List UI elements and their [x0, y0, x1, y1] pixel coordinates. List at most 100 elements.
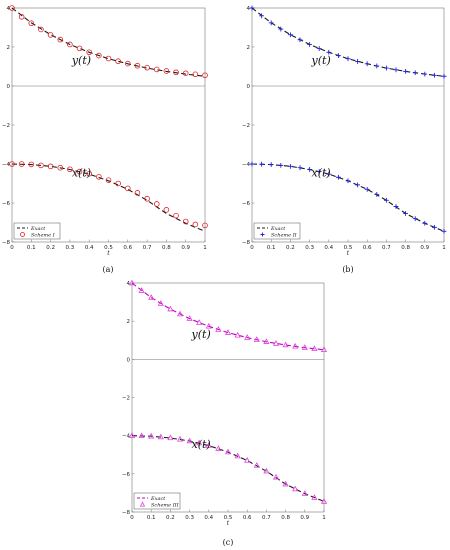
scheme-i-point — [202, 222, 208, 229]
scheme-iii-point — [196, 319, 203, 325]
x-tick-label: 0.3 — [66, 245, 75, 251]
scheme-iii-point — [263, 467, 270, 474]
scheme-iii-point — [224, 329, 232, 335]
scheme-i-point — [9, 5, 15, 11]
curve-label-y: y(t) — [71, 54, 91, 67]
x-tick-label: 0.4 — [85, 245, 94, 251]
x-tick-label: 0.3 — [305, 245, 314, 251]
scheme-iii-point — [301, 490, 308, 496]
scheme-ii-point — [432, 72, 437, 78]
curve-label-y: y(t) — [311, 54, 331, 67]
scheme-iii-point — [176, 310, 184, 317]
legend-exact-label: Exact — [30, 226, 46, 232]
scheme-ii-point — [249, 161, 255, 167]
y-tick-label: −2 — [242, 123, 250, 129]
scheme-ii-point — [316, 169, 322, 175]
scheme-iii-point — [167, 434, 174, 441]
scheme-ii-point — [268, 20, 274, 26]
scheme-iii-point — [205, 442, 212, 448]
scheme-iii-point — [263, 338, 270, 344]
scheme-i-point — [28, 161, 35, 168]
scheme-i-point — [28, 20, 35, 27]
scheme-i-point — [18, 161, 25, 167]
x-tick-label: 0.6 — [243, 515, 252, 521]
scheme-i-point — [18, 13, 25, 20]
scheme-iii-point — [272, 473, 280, 480]
scheme-ii-point — [403, 68, 408, 74]
scheme-iii-point — [320, 498, 328, 504]
scheme-iii-point — [224, 448, 232, 455]
scheme-i-point — [105, 55, 112, 62]
scheme-iii-point — [244, 457, 251, 463]
y-tick-label: −2 — [122, 396, 130, 402]
scheme-ii-point — [297, 37, 303, 43]
y-tick-label: 2 — [127, 319, 131, 325]
scheme-i-point — [163, 68, 170, 74]
scheme-i-point — [38, 162, 44, 169]
x-tick-label: 0.5 — [224, 515, 233, 521]
y-tick-label: 4 — [7, 6, 11, 12]
x-tick-label: 0.9 — [420, 245, 429, 251]
y-tick-label: −4 — [122, 434, 131, 440]
scheme-iii-point — [196, 439, 203, 446]
scheme-ii-point — [316, 46, 322, 51]
x-tick-label: 0.2 — [166, 515, 175, 521]
plot-frame — [251, 7, 445, 243]
legend-scheme-swatch — [139, 501, 146, 507]
scheme-iii-point — [311, 494, 318, 500]
y-tick-label: −6 — [122, 472, 131, 478]
scheme-ii-point — [412, 70, 418, 76]
x-tick-label: 0.7 — [262, 515, 271, 521]
scheme-i-point — [182, 70, 189, 77]
scheme-i-point — [86, 170, 92, 177]
panel-label: (b) — [342, 265, 353, 274]
scheme-i-point — [153, 201, 160, 207]
scheme-i-point — [173, 212, 179, 219]
scheme-i-point — [125, 60, 131, 67]
curve-label-x: x(t) — [312, 166, 331, 179]
x-axis-label: t — [107, 250, 110, 257]
scheme-ii-point — [278, 26, 284, 32]
scheme-ii-point — [268, 162, 274, 167]
y-tick-label: −8 — [2, 240, 11, 246]
scheme-ii-point — [307, 167, 312, 172]
scheme-ii-point — [384, 65, 389, 71]
scheme-ii-point — [374, 63, 380, 69]
x-tick-label: 1 — [442, 245, 446, 251]
y-tick-label: −8 — [242, 240, 251, 246]
scheme-ii-point — [259, 161, 264, 167]
scheme-i-point — [57, 164, 64, 171]
scheme-i-point — [134, 190, 141, 196]
scheme-ii-point — [297, 165, 303, 171]
scheme-ii-point — [326, 49, 332, 55]
scheme-i-point — [115, 180, 121, 187]
scheme-i-point — [125, 185, 131, 192]
chart-panel-a: 0 0.1 0.2 0.3 0.4 0.5 0.6 0.7 0.8 0.9 1 4 2 0 −2 −4 −6 −8… — [2, 5, 208, 274]
scheme-iii-point — [282, 480, 289, 487]
exact-curve-line — [251, 163, 445, 232]
legend-scheme-label: Scheme I — [31, 232, 56, 238]
x-tick-label: 1 — [322, 515, 326, 521]
scheme-ii-point — [336, 174, 341, 180]
scheme-iii-point — [301, 344, 308, 350]
scheme-iii-point — [157, 300, 164, 306]
scheme-i-point — [67, 166, 73, 173]
x-tick-label: 0.2 — [286, 245, 295, 251]
scheme-ii-point — [441, 228, 447, 234]
scheme-iii-point — [148, 294, 155, 300]
legend-scheme-label: Scheme III — [151, 502, 180, 508]
scheme-i-point — [144, 195, 150, 202]
x-tick-label: 0.8 — [162, 245, 171, 251]
scheme-iii-point — [215, 326, 222, 332]
scheme-iii-point — [138, 432, 145, 439]
scheme-ii-point — [249, 5, 255, 11]
y-tick-label: −2 — [2, 123, 10, 129]
scheme-iii-point — [234, 331, 241, 338]
scheme-iii-point — [128, 432, 136, 438]
legend-exact-label: Exact — [150, 496, 166, 502]
scheme-ii-point — [355, 59, 360, 64]
chart-panel-b: 0 0.1 0.2 0.3 0.4 0.5 0.6 0.7 0.8 0.9 1 4 2 0 −2 −4 −6 −8… — [242, 5, 447, 274]
legend-scheme-label: Scheme II — [271, 232, 298, 238]
scheme-iii-point — [292, 342, 299, 349]
scheme-i-point — [96, 174, 102, 180]
